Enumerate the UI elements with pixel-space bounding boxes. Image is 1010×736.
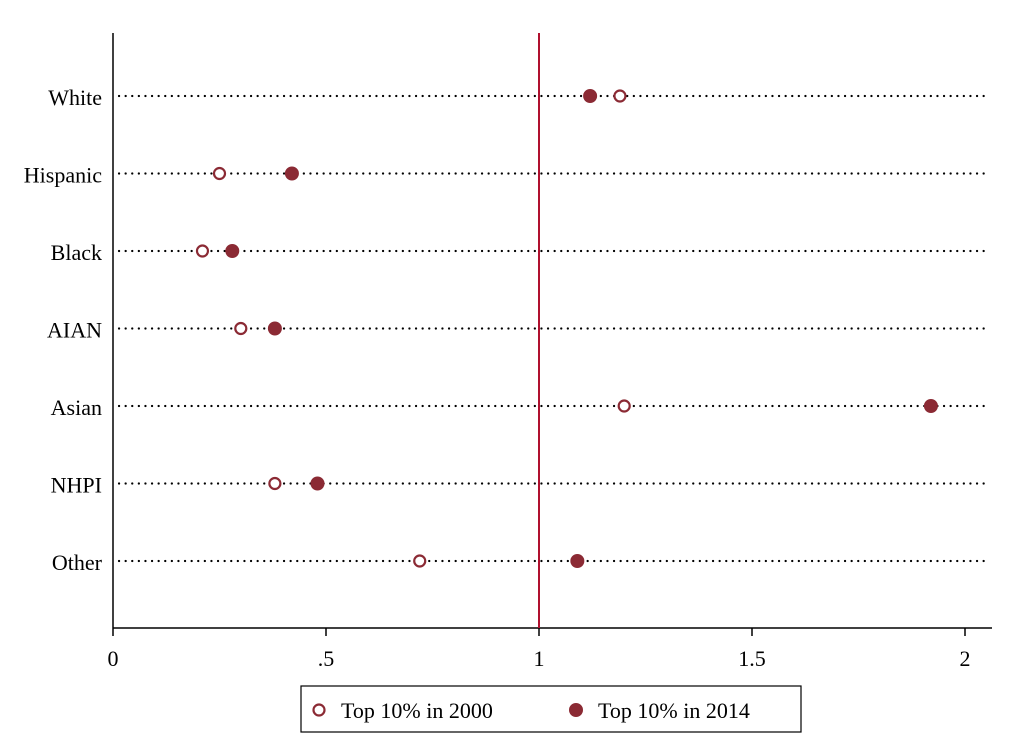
category-label-asian: Asian [51,395,102,420]
marker-2000-black [195,244,210,258]
x-tick-label: 2 [960,646,971,671]
marker-2014-white [583,89,598,103]
category-label-white: White [48,85,102,110]
category-label-hispanic: Hispanic [24,163,102,188]
category-label-aian: AIAN [47,318,102,343]
marker-2014-asian [923,399,938,413]
legend: Top 10% in 2000 Top 10% in 2014 [300,685,802,733]
grid-lines [117,94,988,563]
marker-2014-aian [267,321,282,336]
marker-2000-white [613,89,627,103]
marker-2000-aian [234,321,248,336]
y-axis-category-labels: White Hispanic Black AIAN Asian NHPI Other [24,85,103,575]
marker-2014-nhpi [310,476,325,491]
category-label-black: Black [51,240,102,265]
marker-2014-black [225,244,240,258]
legend-marker-top10-2000 [312,703,326,717]
legend-box [300,685,802,733]
legend-marker-top10-2014 [569,703,583,717]
marker-2000-asian [617,399,631,413]
x-axis-ticks: 0 .5 1 1.5 2 [108,628,971,671]
category-label-nhpi: NHPI [51,473,102,498]
marker-2014-hispanic [284,166,299,181]
x-tick-label: 1 [534,646,545,671]
legend-label-top10-2000: Top 10% in 2000 [341,698,493,723]
category-label-other: Other [52,550,103,575]
marker-2014-other [570,554,585,568]
x-tick-label: .5 [318,646,335,671]
x-tick-label: 1.5 [738,646,766,671]
legend-label-top10-2014: Top 10% in 2014 [598,698,750,723]
marker-2000-other [413,554,427,568]
data-markers [195,89,938,568]
marker-2000-hispanic [212,166,227,181]
x-tick-label: 0 [108,646,119,671]
marker-2000-nhpi [268,476,282,491]
axes [112,33,992,629]
